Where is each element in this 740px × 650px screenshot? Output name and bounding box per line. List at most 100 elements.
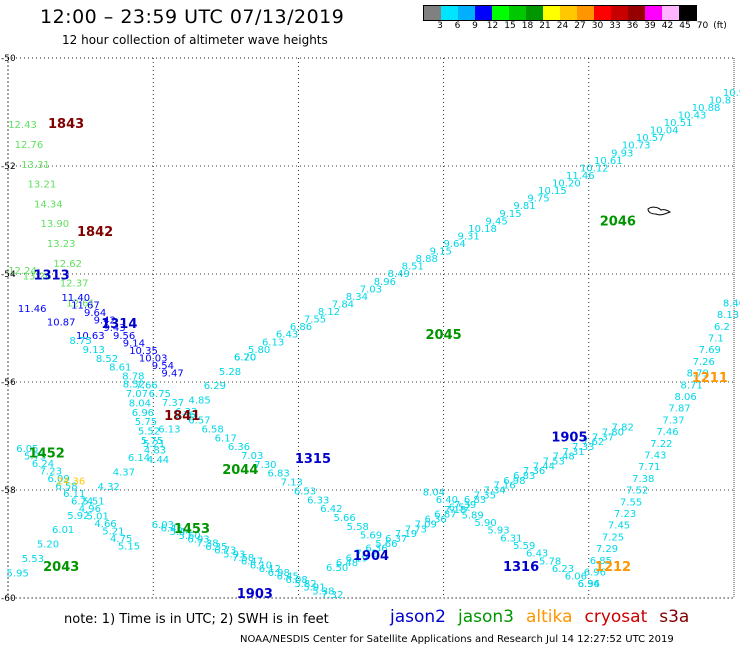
wave-height-value: 6.43: [276, 330, 298, 341]
wave-height-value: 5.44: [170, 527, 192, 538]
wave-height-value: 5.21: [143, 439, 165, 450]
pass-number-label: 1842: [77, 225, 113, 240]
wave-height-value: 11.67: [71, 301, 100, 312]
wave-height-value: 10.87: [47, 317, 76, 328]
wave-height-value: 6.42: [320, 504, 342, 515]
wave-height-value: 13.31: [21, 160, 50, 171]
colorbar-label: 24: [556, 21, 569, 31]
legend-jason3: jason3: [458, 607, 514, 627]
colorbar-swatch: [492, 6, 509, 20]
wave-height-value: 7.25: [602, 532, 624, 543]
wave-height-value: 5.89: [462, 510, 484, 521]
colorbar-label: 70: [696, 21, 709, 31]
wave-height-value: 8.79: [687, 369, 709, 380]
wave-height-value: 9.43: [103, 323, 125, 334]
colorbar-labels: 3 6 9 12 15 18 21 24 27 30 33 36 39 42 45 70 (ft): [423, 21, 729, 33]
wave-height-value: 7.84: [332, 299, 354, 310]
wave-height-value: 8.04: [129, 398, 151, 409]
wave-height-value: 6.37: [385, 534, 407, 545]
pass-number-label: 2044: [222, 463, 258, 478]
wave-height-value: 7.31: [562, 447, 584, 458]
wave-height-value: 8.06: [674, 392, 696, 403]
wave-height-value: 5.53: [22, 554, 44, 565]
wave-height-value: 6.19: [346, 553, 368, 564]
wave-height-value: 6.45: [277, 572, 299, 583]
colorbar-swatch: [628, 6, 645, 20]
wave-height-value: 7.71: [638, 462, 660, 473]
wave-height-value: 5.59: [513, 541, 535, 552]
colorbar-label: 27: [574, 21, 586, 31]
legend-altika: altika: [526, 607, 573, 627]
wave-height-value: 4.37: [113, 468, 135, 479]
wave-height-value: 7.23: [40, 467, 62, 478]
wave-height-value: 4.32: [98, 482, 120, 493]
wave-height-value: 10.20: [552, 179, 581, 190]
pass-number-label: 1313: [33, 268, 69, 283]
map-grid: [7, 57, 735, 599]
wave-height-value: 10.57: [636, 133, 665, 144]
colorbar-label: 3: [437, 21, 443, 31]
wave-height-value: 5.28: [219, 367, 241, 378]
wave-height-value: 6.2: [714, 322, 730, 333]
pass-number-label: 1843: [48, 117, 84, 132]
wave-height-value: 6.52: [449, 503, 471, 514]
wave-height-value: 9.54: [152, 361, 174, 372]
wave-height-value: 9.93: [611, 148, 633, 159]
wave-height-value: 7.87: [668, 404, 690, 415]
wave-height-value: 5.20: [37, 540, 59, 551]
wave-height-value: 9.14: [123, 338, 145, 349]
colorbar-swatch: [475, 6, 492, 20]
wave-height-value: 10.63: [76, 331, 105, 342]
pass-number-label: 1315: [295, 452, 331, 467]
wave-height-value: 13.21: [28, 180, 57, 191]
wave-height-value: 6.36: [578, 579, 600, 590]
wave-height-value: 7.55: [620, 497, 642, 508]
legend-jason2: jason2: [390, 607, 446, 627]
wave-height-value: 6.24: [32, 459, 54, 470]
wave-height-value: 9.56: [113, 331, 135, 342]
wave-height-value: 6.23: [552, 564, 574, 575]
wave-height-value: 5.73: [24, 452, 46, 463]
wave-height-value: 7.29: [596, 544, 618, 555]
wave-height-value: 6.14: [128, 453, 150, 464]
wave-height-value: 7.53: [543, 456, 565, 467]
wave-height-value: 6.10: [250, 560, 272, 571]
colorbar-swatch: [594, 6, 611, 20]
lat-tick-label: -56: [1, 378, 16, 388]
colorbar-swatch: [611, 6, 628, 20]
pass-number-label: 1905: [551, 430, 587, 445]
wave-height-value: 6.40: [436, 495, 458, 506]
wave-height-value: 11.40: [61, 293, 90, 304]
wave-height-value: 9.64: [84, 308, 106, 319]
wave-height-value: 6.50: [326, 563, 348, 574]
wave-height-value: 10.12: [580, 163, 609, 174]
wave-height-value: 10.88: [692, 103, 721, 114]
wave-height-value: 8.34: [346, 292, 368, 303]
wave-height-value: 10.04: [650, 126, 679, 137]
wave-height-value: 5.51: [82, 496, 104, 507]
wave-height-value: 5.91: [303, 583, 325, 594]
lat-tick-label: -58: [1, 486, 16, 496]
wave-height-value: 4.75: [110, 534, 132, 545]
map-title: 12:00 – 23:59 UTC 07/13/2019: [40, 6, 345, 28]
wave-height-value: 6.05: [16, 444, 38, 455]
wave-height-value: 8.51: [402, 262, 424, 273]
wave-height-value: 6.17: [215, 433, 237, 444]
wave-height-value: 4.83: [144, 446, 166, 457]
colorbar-swatch: [424, 6, 441, 20]
wave-height-value: 6.20: [234, 352, 256, 363]
colorbar-swatch: [526, 6, 543, 20]
wave-height-value: 8.78: [122, 372, 144, 383]
wave-height-value: 7.23: [614, 509, 636, 520]
wave-height-value: 7.44: [533, 461, 555, 472]
wave-height-value: 8.40: [723, 298, 740, 309]
wave-height-value: 9.31: [457, 231, 479, 242]
wave-height-value: 7.55: [304, 315, 326, 326]
wave-height-value: 7.18: [444, 505, 466, 516]
pass-number-label: 1452: [29, 447, 65, 462]
wave-height-value: 6.13: [158, 424, 180, 435]
wave-height-value: 10.43: [678, 110, 707, 121]
colorbar-label: 9: [472, 21, 478, 31]
wave-height-value: 6.58: [201, 425, 223, 436]
wave-height-value: 6.36: [424, 515, 446, 526]
